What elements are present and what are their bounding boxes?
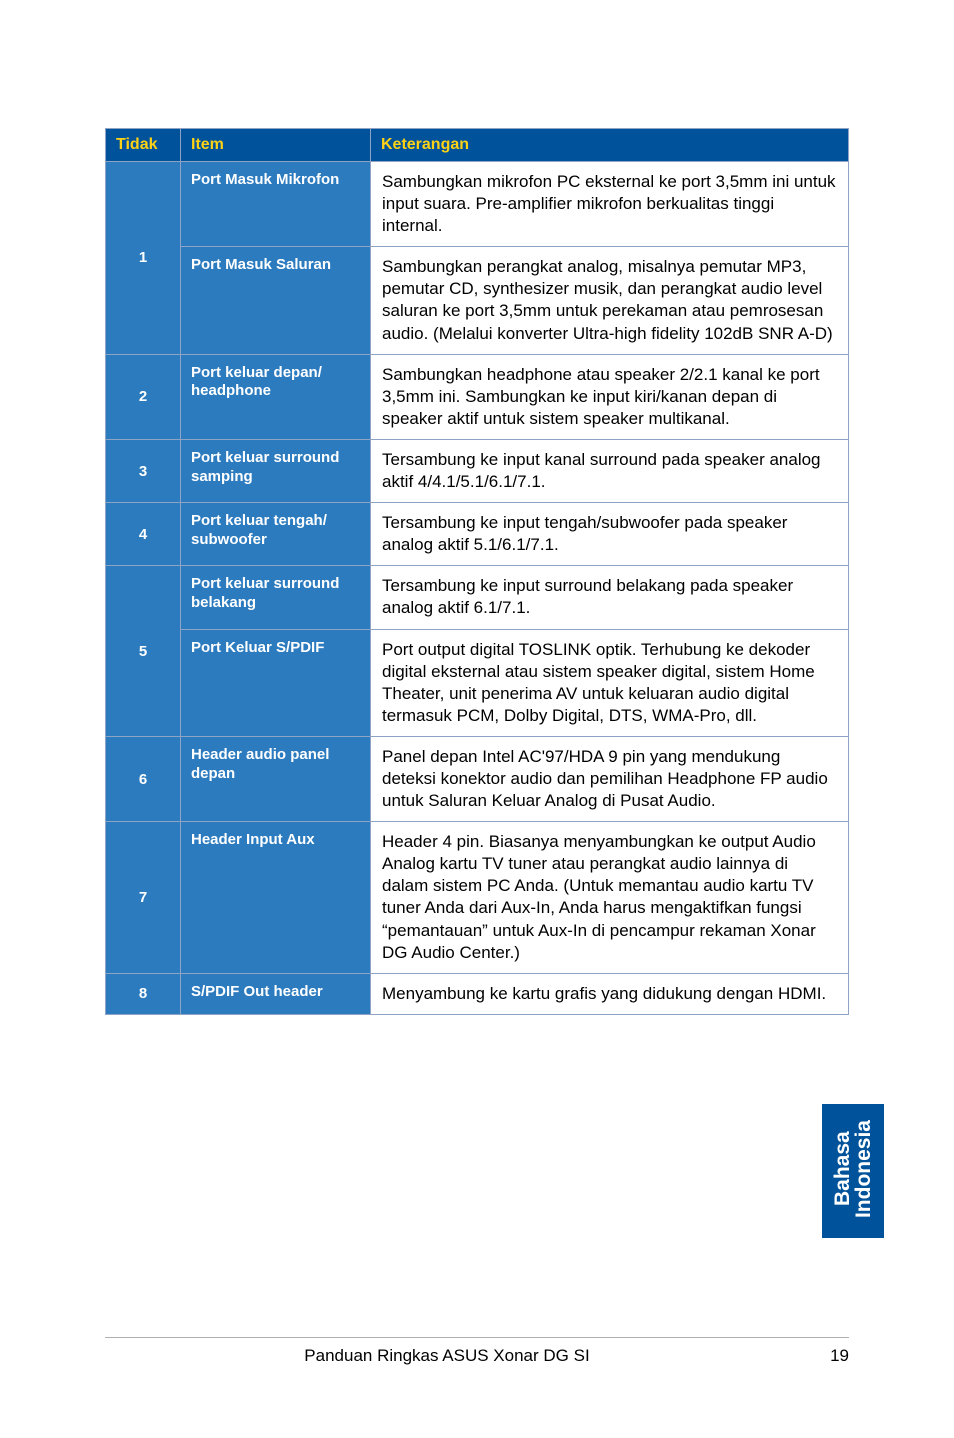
row-number: 5 (106, 566, 181, 737)
row-number: 7 (106, 822, 181, 974)
footer-title: Panduan Ringkas ASUS Xonar DG SI (105, 1346, 789, 1366)
row-item: S/PDIF Out header (181, 973, 371, 1014)
footer-page-number: 19 (789, 1346, 849, 1366)
table-body: 1Port Masuk MikrofonSambungkan mikrofon … (106, 162, 849, 1015)
row-number: 1 (106, 162, 181, 355)
table-row: 1Port Masuk MikrofonSambungkan mikrofon … (106, 162, 849, 247)
row-number: 4 (106, 503, 181, 566)
table-row: 5Port keluar surround belakangTersambung… (106, 566, 849, 629)
language-tab-text: Bahasa Indonesia (832, 1120, 874, 1218)
row-number: 2 (106, 354, 181, 439)
row-item: Header audio panel depan (181, 736, 371, 821)
table-header-row: Tidak Item Keterangan (106, 129, 849, 162)
row-description: Header 4 pin. Biasanya menyambungkan ke … (371, 822, 849, 974)
spec-table: Tidak Item Keterangan 1Port Masuk Mikrof… (105, 128, 849, 1015)
row-description: Sambungkan mikrofon PC eksternal ke port… (371, 162, 849, 247)
row-number: 8 (106, 973, 181, 1014)
col-header-item: Item (181, 129, 371, 162)
row-item: Port Masuk Mikrofon (181, 162, 371, 247)
col-header-desc: Keterangan (371, 129, 849, 162)
table-row: 8S/PDIF Out headerMenyambung ke kartu gr… (106, 973, 849, 1014)
page-footer: Panduan Ringkas ASUS Xonar DG SI 19 (105, 1337, 849, 1366)
row-description: Sambungkan perangkat analog, misalnya pe… (371, 247, 849, 354)
row-item: Port keluar depan/ headphone (181, 354, 371, 439)
table-row: 7Header Input AuxHeader 4 pin. Biasanya … (106, 822, 849, 974)
row-description: Port output digital TOSLINK optik. Terhu… (371, 629, 849, 736)
row-description: Panel depan Intel AC'97/HDA 9 pin yang m… (371, 736, 849, 821)
table-row: 3Port keluar surround sampingTersambung … (106, 439, 849, 502)
row-number: 6 (106, 736, 181, 821)
row-item: Port keluar tengah/ subwoofer (181, 503, 371, 566)
row-number: 3 (106, 439, 181, 502)
table-row: 6Header audio panel depanPanel depan Int… (106, 736, 849, 821)
table-row: Port Masuk SaluranSambungkan perangkat a… (106, 247, 849, 354)
row-description: Tersambung ke input surround belakang pa… (371, 566, 849, 629)
row-item: Port keluar surround samping (181, 439, 371, 502)
row-item: Port Keluar S/PDIF (181, 629, 371, 736)
page-content: Tidak Item Keterangan 1Port Masuk Mikrof… (0, 0, 954, 1015)
row-item: Header Input Aux (181, 822, 371, 974)
table-row: 2Port keluar depan/ headphoneSambungkan … (106, 354, 849, 439)
language-tab: Bahasa Indonesia (822, 1104, 884, 1238)
col-header-number: Tidak (106, 129, 181, 162)
row-description: Sambungkan headphone atau speaker 2/2.1 … (371, 354, 849, 439)
table-row: 4Port keluar tengah/ subwooferTersambung… (106, 503, 849, 566)
row-description: Tersambung ke input kanal surround pada … (371, 439, 849, 502)
language-tab-line1: Bahasa (831, 1132, 854, 1207)
row-item: Port keluar surround belakang (181, 566, 371, 629)
row-description: Tersambung ke input tengah/subwoofer pad… (371, 503, 849, 566)
row-item: Port Masuk Saluran (181, 247, 371, 354)
language-tab-line2: Indonesia (852, 1120, 875, 1218)
table-row: Port Keluar S/PDIFPort output digital TO… (106, 629, 849, 736)
row-description: Menyambung ke kartu grafis yang didukung… (371, 973, 849, 1014)
